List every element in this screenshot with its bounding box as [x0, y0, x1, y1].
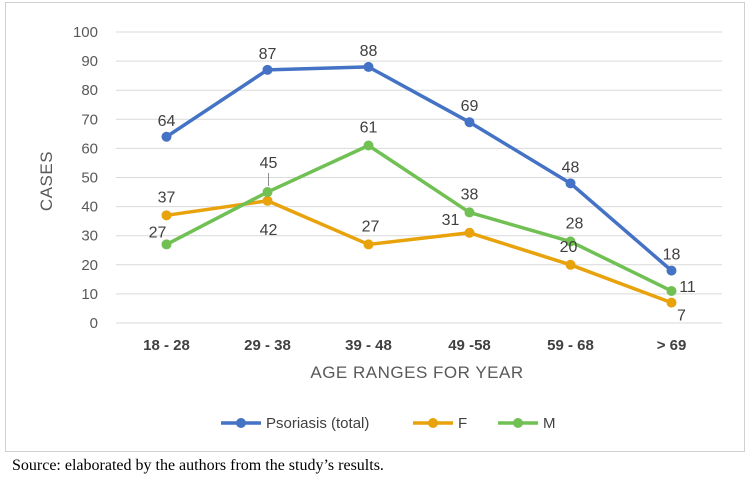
data-point	[464, 117, 475, 128]
data-label: 11	[679, 279, 696, 296]
data-label: 27	[149, 224, 167, 241]
data-label: 48	[562, 159, 580, 176]
y-tick-label: 90	[81, 53, 98, 70]
data-point	[565, 236, 576, 247]
y-axis-title: CASES	[37, 151, 56, 211]
line-chart: 0 10 20 30 40 50 60 70 80 90 100 18 - 28 29 - 38 39 …	[37, 24, 722, 432]
data-point	[161, 239, 172, 250]
data-point	[161, 131, 172, 142]
data-point	[565, 259, 576, 270]
data-point	[262, 195, 273, 206]
data-label: 31	[442, 212, 460, 229]
chart-frame: 0 10 20 30 40 50 60 70 80 90 100 18 - 28 29 - 38 39 …	[5, 2, 745, 452]
data-label: 28	[566, 216, 584, 233]
series-line-1	[164, 199, 674, 305]
data-label: 7	[677, 308, 686, 325]
data-label: 20	[560, 239, 578, 256]
y-tick-label: 100	[73, 24, 98, 41]
data-point	[262, 64, 273, 75]
data-label: 69	[461, 98, 479, 115]
data-label: 64	[158, 113, 176, 130]
legend: Psoriasis (total) F M	[221, 415, 556, 432]
data-point	[363, 239, 374, 250]
data-point	[666, 285, 677, 296]
legend-label: M	[543, 415, 556, 432]
data-label: 61	[360, 119, 378, 136]
data-label: 18	[663, 247, 681, 264]
data-label: 37	[158, 189, 176, 206]
series-line-2	[164, 143, 674, 293]
data-label: 88	[360, 43, 378, 60]
y-tick-label: 70	[81, 111, 98, 128]
data-label: 87	[259, 46, 277, 63]
x-tick-label: 29 - 38	[244, 337, 291, 354]
data-point	[262, 187, 273, 198]
legend-marker	[428, 418, 438, 428]
data-point	[464, 207, 475, 218]
legend-marker	[236, 418, 246, 428]
x-tick-label: > 69	[657, 337, 687, 354]
y-tick-label: 0	[90, 315, 98, 332]
data-point	[363, 140, 374, 151]
data-label: 27	[362, 218, 380, 235]
y-tick-label: 20	[81, 257, 98, 274]
data-point	[666, 297, 677, 308]
data-point	[464, 227, 475, 238]
series-line-0	[164, 65, 674, 273]
y-tick-label: 80	[81, 82, 98, 99]
y-tick-label: 40	[81, 199, 98, 216]
y-tick-label: 50	[81, 170, 98, 187]
x-tick-label: 39 - 48	[345, 337, 392, 354]
y-tick-label: 60	[81, 140, 98, 157]
y-tick-label: 10	[81, 286, 98, 303]
data-label: 38	[461, 186, 479, 203]
data-point	[161, 210, 172, 221]
data-label: 42	[260, 222, 278, 239]
source-note: Source: elaborated by the authors from t…	[12, 457, 384, 474]
y-tick-label: 30	[81, 228, 98, 245]
x-tick-label: 49 -58	[448, 337, 491, 354]
x-tick-label: 18 - 28	[143, 337, 190, 354]
legend-label: F	[458, 415, 467, 432]
legend-marker	[513, 418, 523, 428]
legend-label: Psoriasis (total)	[266, 415, 369, 432]
data-point	[363, 61, 374, 72]
x-tick-label: 59 - 68	[547, 337, 594, 354]
data-point	[565, 178, 576, 189]
data-label: 45	[260, 155, 278, 172]
data-point	[666, 265, 677, 276]
x-axis-title: AGE RANGES FOR YEAR	[310, 363, 523, 382]
